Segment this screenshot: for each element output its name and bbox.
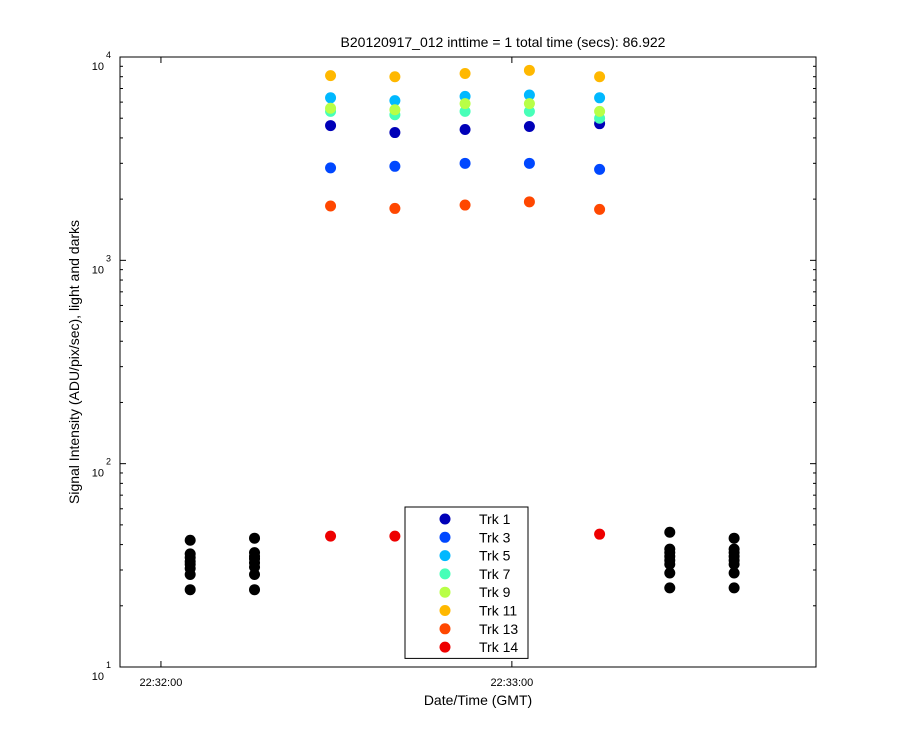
data-point-trk-1 — [389, 127, 401, 139]
data-point-trk-14 — [594, 528, 606, 540]
legend-entry-label: Trk 3 — [479, 529, 511, 545]
legend-marker — [439, 550, 451, 562]
legend-entry-label: Trk 7 — [479, 566, 511, 582]
legend: Trk 1 Trk 3 Trk 5 Trk 7 Trk 9 Trk 11 Trk 13 Trk… — [404, 506, 529, 659]
data-point-trk-14 — [389, 530, 401, 542]
data-point-trk-13 — [389, 202, 401, 214]
legend-marker — [439, 641, 451, 653]
data-point-trk-5 — [389, 95, 401, 107]
x-tick-label: 22:33:00 — [490, 677, 533, 689]
legend-entry-label: Trk 9 — [479, 584, 511, 600]
data-point-trk-3 — [389, 160, 401, 172]
dark-point — [728, 567, 740, 579]
y-tick-label-base: 10 — [92, 61, 104, 73]
y-tick-label: 103 — [92, 253, 111, 276]
data-point-trk-3 — [459, 157, 471, 169]
dark-point — [664, 567, 676, 579]
legend-entry-label: Trk 11 — [479, 603, 517, 619]
data-point-trk-9 — [594, 105, 606, 117]
y-tick-label-exponent: 4 — [106, 50, 111, 60]
data-point-trk-3 — [523, 157, 535, 169]
y-tick-label-exponent: 3 — [106, 253, 111, 263]
data-point-trk-13 — [325, 200, 337, 212]
data-point-trk-7 — [459, 105, 471, 117]
data-point-trk-7 — [523, 105, 535, 117]
y-axis-label: Signal Intensity (ADU/pix/sec), light an… — [66, 220, 82, 504]
dark-point — [249, 584, 261, 596]
x-axis-label: Date/Time (GMT) — [424, 692, 532, 708]
y-tick-label: 104 — [92, 50, 111, 73]
y-tick-label-exponent: 1 — [106, 660, 111, 670]
legend-entry-label: Trk 1 — [479, 511, 511, 527]
data-point-trk-9 — [459, 98, 471, 110]
dark-point — [664, 543, 676, 555]
dark-point — [728, 582, 740, 594]
data-point-trk-5 — [325, 92, 337, 104]
legend-box — [404, 506, 529, 659]
dark-point — [664, 526, 676, 538]
legend-marker — [439, 513, 451, 525]
data-point-trk-1 — [325, 120, 337, 132]
data-point-trk-11 — [594, 71, 606, 83]
dark-point — [728, 532, 740, 544]
data-point-trk-9 — [325, 102, 337, 114]
legend-marker — [439, 623, 451, 635]
legend-marker — [439, 605, 451, 616]
data-point-trk-1 — [459, 123, 471, 135]
data-point-trk-3 — [325, 162, 337, 174]
data-point-trk-3 — [594, 163, 606, 175]
data-point-trk-9 — [389, 104, 401, 116]
legend-entry-label: Trk 13 — [479, 621, 518, 637]
legend-marker — [439, 568, 451, 580]
y-tick-label-exponent: 2 — [106, 457, 111, 467]
dark-point — [184, 534, 196, 546]
dark-point — [249, 547, 261, 559]
y-tick-label: 101 — [92, 660, 111, 683]
y-tick-label: 102 — [92, 457, 111, 480]
dark-point — [664, 582, 676, 594]
dark-point — [184, 548, 196, 560]
dark-point — [728, 543, 740, 555]
data-point-trk-11 — [523, 64, 535, 76]
dark-point — [184, 584, 196, 596]
data-point-trk-11 — [459, 67, 471, 79]
data-point-trk-11 — [389, 71, 401, 83]
data-point-trk-5 — [523, 89, 535, 101]
x-tick-label: 22:32:00 — [140, 677, 183, 689]
data-point-trk-13 — [459, 199, 471, 211]
dark-point — [249, 532, 261, 544]
legend-entry-label: Trk 14 — [479, 639, 518, 655]
data-point-trk-1 — [523, 121, 535, 133]
data-point-trk-13 — [594, 203, 606, 215]
data-point-trk-9 — [523, 98, 535, 110]
data-point-trk-5 — [594, 92, 606, 104]
legend-entry-label: Trk 5 — [479, 548, 511, 564]
data-point-trk-13 — [523, 196, 535, 208]
plot-frame — [119, 56, 817, 668]
y-tick-label-base: 10 — [92, 264, 104, 276]
legend-marker — [439, 531, 451, 543]
y-tick-label-base: 10 — [92, 671, 104, 683]
chart-title: B20120917_012 inttime = 1 total time (se… — [341, 34, 666, 50]
data-point-trk-11 — [325, 70, 337, 82]
legend-marker — [439, 586, 451, 598]
data-point-trk-14 — [325, 530, 337, 542]
y-tick-label-base: 10 — [92, 468, 104, 480]
